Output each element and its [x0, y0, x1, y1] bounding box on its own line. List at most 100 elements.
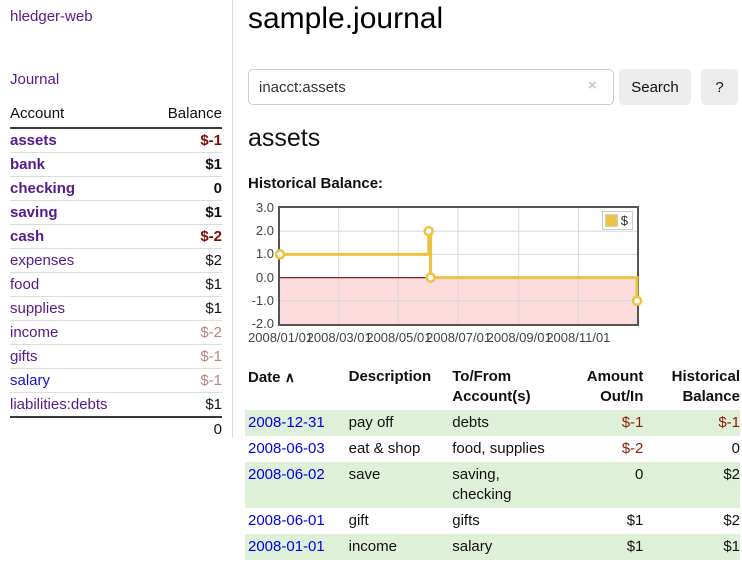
account-row: supplies $1 [10, 297, 222, 321]
account-link-income[interactable]: income [10, 324, 58, 341]
header-date[interactable]: Date ∧ [245, 364, 346, 410]
transaction-date-link[interactable]: 2008-01-01 [248, 538, 325, 555]
account-balance: $1 [146, 297, 222, 321]
y-tick-label: 1.0 [248, 246, 274, 261]
account-link-cash[interactable]: cash [10, 228, 44, 245]
transaction-date-link[interactable]: 2008-06-02 [248, 466, 325, 483]
account-balance: $1 [146, 273, 222, 297]
y-tick-label: -2.0 [248, 316, 274, 331]
search-input[interactable] [248, 69, 614, 105]
account-row: gifts $-1 [10, 345, 222, 369]
account-link-liabilities-debts[interactable]: liabilities:debts [10, 396, 108, 413]
account-balance: $1 [146, 201, 222, 225]
transaction-amount: $1 [578, 534, 643, 560]
transaction-row: 2008-06-02savesaving, checking0$2 [245, 462, 740, 508]
search-button[interactable]: Search [619, 69, 691, 105]
transaction-balance: 0 [643, 436, 740, 462]
account-link-saving[interactable]: saving [10, 204, 58, 221]
x-tick-label: 2008/05/01 [366, 330, 430, 345]
accounts-header-account: Account [10, 103, 146, 128]
accounts-body: assets $-1 bank $1 checking 0 saving $1 cash $-2 e… [10, 128, 222, 417]
account-link-expenses[interactable]: expenses [10, 252, 74, 269]
historical-balance-chart: $ 3.02.01.00.0-1.0-2.0 2008/01/012008/03… [248, 196, 708, 348]
transaction-description: pay off [346, 410, 450, 436]
transaction-row: 2008-12-31pay offdebts$-1$-1 [245, 410, 740, 436]
transaction-accounts: saving, checking [449, 462, 578, 508]
transaction-accounts: gifts [449, 508, 578, 534]
transaction-date-link[interactable]: 2008-06-01 [248, 512, 325, 529]
account-balance: $-1 [146, 128, 222, 153]
accounts-total-value: 0 [146, 417, 222, 441]
account-balance: $1 [146, 393, 222, 418]
transaction-amount: $1 [578, 508, 643, 534]
transaction-description: gift [346, 508, 450, 534]
x-tick-label: 2008/03/01 [307, 330, 371, 345]
transaction-accounts: salary [449, 534, 578, 560]
transactions-table: Date ∧ Description To/From Account(s) Am… [245, 364, 740, 560]
account-balance: $2 [146, 249, 222, 273]
main-content: sample.journal × Search ? assets Histori… [248, 0, 742, 582]
x-tick-label: 2008/11/01 [546, 330, 610, 345]
account-row: salary $-1 [10, 369, 222, 393]
transaction-description: save [346, 462, 450, 508]
legend-swatch-icon [605, 214, 618, 227]
y-tick-label: 3.0 [248, 200, 274, 215]
app-title-link[interactable]: hledger-web [10, 8, 93, 25]
transaction-row: 2008-06-01giftgifts$1$2 [245, 508, 740, 534]
x-tick-label: 2008/01/01 [248, 330, 312, 345]
x-tick-label: 2008/07/01 [426, 330, 490, 345]
chart-legend: $ [602, 211, 633, 230]
account-link-gifts[interactable]: gifts [10, 348, 38, 365]
transaction-balance: $-1 [643, 410, 740, 436]
y-tick-label: -1.0 [248, 293, 274, 308]
account-row: bank $1 [10, 153, 222, 177]
accounts-total-spacer [10, 417, 146, 441]
account-link-food[interactable]: food [10, 276, 39, 293]
transaction-amount: $-1 [578, 410, 643, 436]
transaction-balance: $2 [643, 462, 740, 508]
chart-heading: Historical Balance: [248, 175, 383, 192]
x-tick-label: 2008/09/01 [487, 330, 551, 345]
header-account: To/From Account(s) [449, 364, 578, 410]
transaction-row: 2008-01-01incomesalary$1$1 [245, 534, 740, 560]
transaction-balance: $1 [643, 534, 740, 560]
account-row: liabilities:debts $1 [10, 393, 222, 418]
account-balance: $1 [146, 153, 222, 177]
accounts-header-row: Account Balance [10, 103, 222, 128]
transaction-accounts: debts [449, 410, 578, 436]
sort-ascending-icon: ∧ [285, 369, 295, 385]
transaction-date-link[interactable]: 2008-06-03 [248, 440, 325, 457]
transactions-header-row: Date ∧ Description To/From Account(s) Am… [245, 364, 740, 410]
account-link-assets[interactable]: assets [10, 132, 57, 149]
account-link-salary[interactable]: salary [10, 372, 50, 389]
legend-label: $ [621, 213, 628, 228]
account-row: saving $1 [10, 201, 222, 225]
transaction-description: eat & shop [346, 436, 450, 462]
account-balance: $-1 [146, 369, 222, 393]
accounts-header-balance: Balance [146, 103, 222, 128]
help-button[interactable]: ? [701, 69, 738, 105]
account-balance: 0 [146, 177, 222, 201]
account-balance: $-2 [146, 321, 222, 345]
account-balance: $-2 [146, 225, 222, 249]
account-balance: $-1 [146, 345, 222, 369]
sidebar-item-journal[interactable]: Journal [10, 71, 59, 88]
account-row: checking 0 [10, 177, 222, 201]
transaction-accounts: food, supplies [449, 436, 578, 462]
clear-search-icon[interactable]: × [588, 77, 597, 94]
page-title: sample.journal [248, 2, 443, 36]
transaction-description: income [346, 534, 450, 560]
transaction-amount: $-2 [578, 436, 643, 462]
chart-plot-area: $ [278, 206, 639, 326]
header-balance: Historical Balance [643, 364, 740, 410]
account-row: cash $-2 [10, 225, 222, 249]
transaction-date-link[interactable]: 2008-12-31 [248, 414, 325, 431]
account-link-bank[interactable]: bank [10, 156, 45, 173]
account-row: assets $-1 [10, 128, 222, 153]
accounts-table: Account Balance assets $-1 bank $1 checking 0… [10, 103, 222, 441]
sidebar: hledger-web Journal Account Balance asse… [0, 0, 233, 438]
account-link-checking[interactable]: checking [10, 180, 75, 197]
account-link-supplies[interactable]: supplies [10, 300, 65, 317]
transactions-body: 2008-12-31pay offdebts$-1$-12008-06-03ea… [245, 410, 740, 560]
account-row: income $-2 [10, 321, 222, 345]
